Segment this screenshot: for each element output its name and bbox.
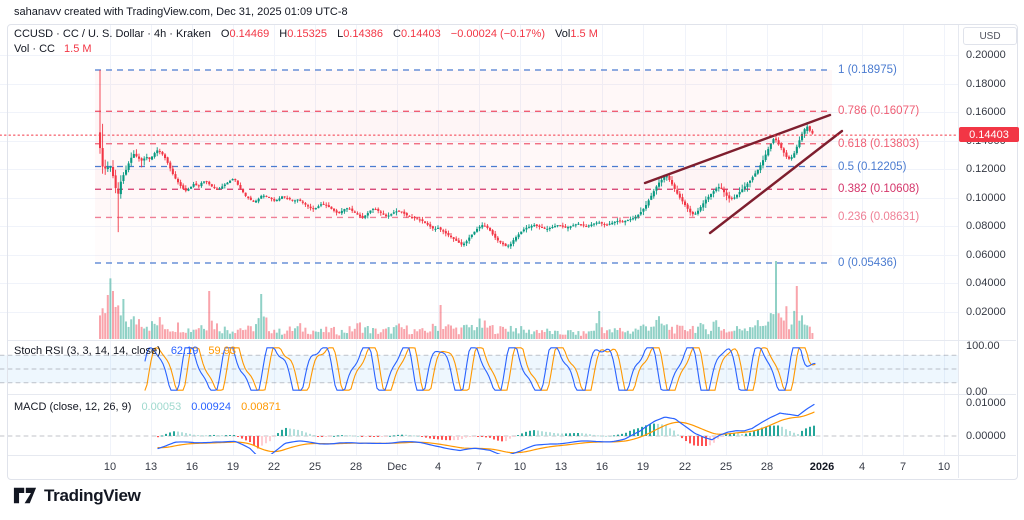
time-tick: 7 [899,461,907,473]
time-tick: 2026 [809,461,835,473]
price-tick: 0.10000 [966,191,1006,204]
fib-level-label: 0.236 (0.08631) [838,211,920,224]
macd-line-value: 0.00924 [191,401,232,413]
last-price-badge: 0.14403 [959,127,1019,142]
time-tick: 19 [226,461,240,473]
time-tick: 16 [185,461,199,473]
time-tick: 28 [760,461,774,473]
macd-signal-value: 0.00871 [241,401,281,413]
price-tick: 0.06000 [966,248,1006,261]
time-tick: 22 [267,461,281,473]
ohlc-close: C0.14403 [393,28,441,40]
price-tick: 0.12000 [966,163,1006,176]
fib-level-label: 0.786 (0.16077) [838,105,920,118]
stoch-rsi-legend[interactable]: Stoch RSI (3, 3, 14, 14, close) 62.19 59… [14,345,236,357]
fib-level-label: 0.5 (0.12205) [838,160,907,173]
price-tick: 0.04000 [966,277,1006,290]
time-tick: 7 [475,461,483,473]
time-tick: 25 [308,461,322,473]
ohlc-open: O0.14469 [220,28,270,40]
symbol-legend[interactable]: CCUSD · CC / U. S. Dollar · 4h · Kraken … [14,28,598,40]
price-tick: 0.18000 [966,77,1006,90]
stoch-d-value: 59.93 [208,345,236,357]
price-tick: 0.20000 [966,49,1006,62]
time-tick: 16 [595,461,609,473]
time-tick: 10 [103,461,117,473]
volume-legend: Vol1.5 M [555,28,598,40]
time-tick: 10 [937,461,951,473]
fib-level-label: 1 (0.18975) [838,64,897,76]
stoch-tick: 100.00 [966,340,1000,352]
time-tick: 28 [349,461,363,473]
price-axis-separator [958,25,959,478]
pane-separator-stoch-macd [8,394,1016,395]
time-tick: 19 [636,461,650,473]
ohlc-low: L0.14386 [337,28,383,40]
time-tick: Dec [387,461,407,473]
time-tick: 4 [858,461,866,473]
macd-legend[interactable]: MACD (close, 12, 26, 9) 0.00053 0.00924 … [14,401,281,413]
macd-tick: 0.01000 [966,397,1006,409]
macd-tick: 0.00000 [966,430,1006,442]
ohlc-high: H0.15325 [279,28,327,40]
price-tick: 0.08000 [966,220,1006,233]
time-tick: 25 [719,461,733,473]
currency-selector[interactable]: USD [963,27,1017,45]
price-change: −0.00024 (−0.17%) [450,28,545,40]
fib-level-label: 0.382 (0.10608) [838,183,920,196]
pane-separator-macd-timeaxis [8,455,1016,456]
tradingview-logo-text: TradingView [44,486,141,505]
volume-indicator-legend[interactable]: Vol · CC 1.5 M [14,43,92,55]
price-tick: 0.16000 [966,106,1006,119]
price-tick: 0.02000 [966,305,1006,318]
fib-level-label: 0.618 (0.13803) [838,137,920,150]
time-tick: 13 [554,461,568,473]
tradingview-logo-icon [13,487,37,503]
tradingview-logo[interactable]: TradingView [13,486,141,506]
macd-hist-value: 0.00053 [141,401,182,413]
time-tick: 4 [434,461,442,473]
pane-separator-price-stoch [8,340,1016,341]
symbol-title: CCUSD · CC / U. S. Dollar · 4h · Kraken [14,28,211,40]
time-tick: 10 [513,461,527,473]
stoch-tick: 0.00 [966,386,988,398]
fib-level-label: 0 (0.05436) [838,257,897,269]
time-tick: 13 [144,461,158,473]
time-tick: 22 [678,461,692,473]
stoch-k-value: 62.19 [170,345,199,357]
